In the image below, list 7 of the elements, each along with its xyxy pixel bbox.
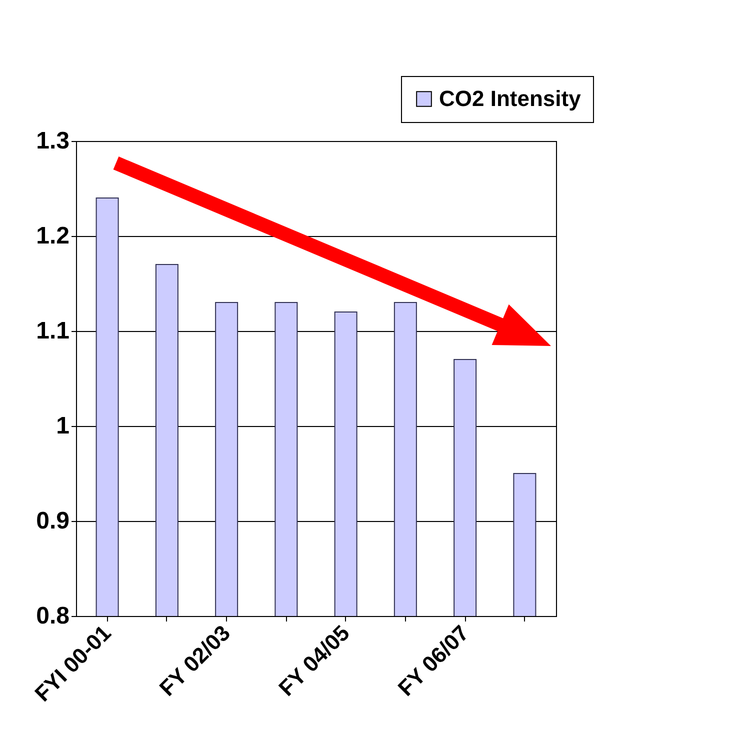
y-tick-label: 1.2 <box>36 222 70 250</box>
legend-label: CO2 Intensity <box>439 86 582 111</box>
y-tick-label: 1.1 <box>36 318 70 344</box>
y-tick-label: 0.8 <box>36 602 70 630</box>
y-tick-label: 0.9 <box>36 508 70 534</box>
y-tick-label: 1 <box>56 412 70 440</box>
y-tick-label: 1.3 <box>36 128 70 154</box>
